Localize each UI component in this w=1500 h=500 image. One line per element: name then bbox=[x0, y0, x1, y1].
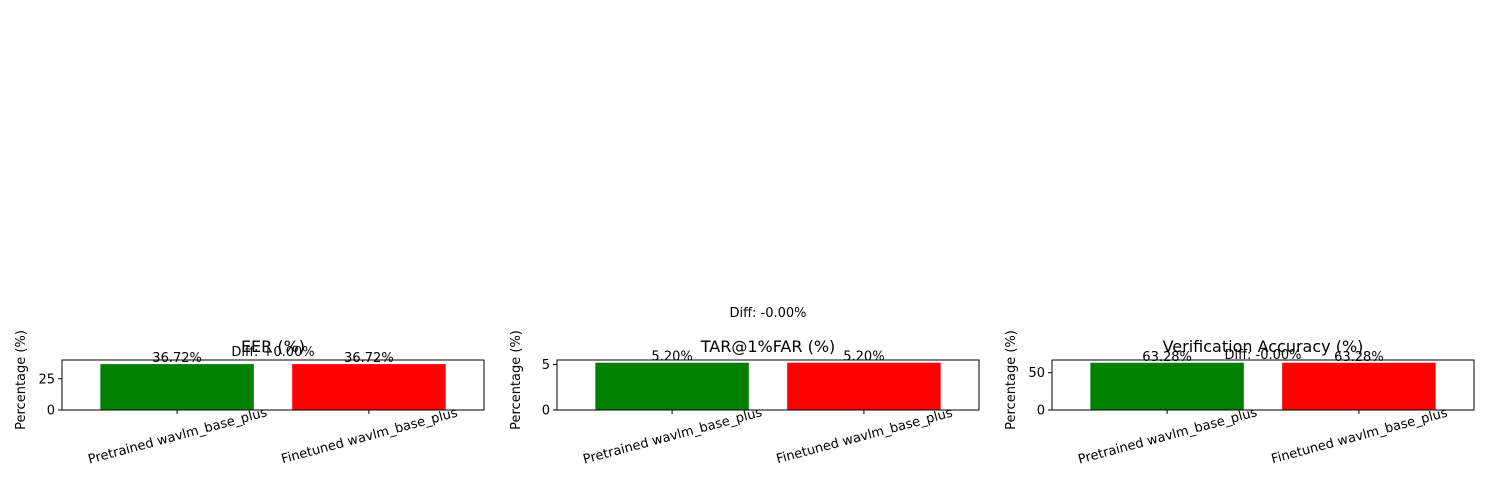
y-axis-label: Percentage (%) bbox=[14, 330, 29, 430]
bar-finetuned bbox=[787, 362, 941, 410]
x-tick-label: Finetuned wavlm_base_plus bbox=[1270, 406, 1450, 468]
x-tick-label: Finetuned wavlm_base_plus bbox=[280, 406, 460, 468]
bar-pretrained bbox=[100, 364, 254, 410]
y-axis-label: Percentage (%) bbox=[509, 330, 524, 430]
value-label: 36.72% bbox=[344, 351, 394, 366]
diff-annotation: Diff: -0.00% bbox=[729, 306, 806, 321]
x-tick-label: Finetuned wavlm_base_plus bbox=[775, 406, 955, 468]
bar-finetuned bbox=[1282, 362, 1436, 410]
chart-panel-3: 0 50 Pretrained wavlm_base_plus Finetuned w… bbox=[1004, 330, 1475, 468]
chart-title: Verification Accuracy (%) bbox=[1163, 337, 1364, 356]
x-tick-label: Pretrained wavlm_base_plus bbox=[87, 405, 270, 467]
plot-frame bbox=[556, 359, 980, 411]
x-tick-label: Pretrained wavlm_base_plus bbox=[1077, 405, 1260, 467]
y-tick-label: 0 bbox=[1037, 404, 1045, 419]
y-axis-label: Percentage (%) bbox=[1004, 330, 1019, 430]
y-tick-label: 0 bbox=[542, 404, 550, 419]
plot-frame bbox=[1051, 359, 1475, 411]
chart-title: TAR@1%FAR (%) bbox=[700, 337, 836, 356]
y-tick-label: 50 bbox=[1028, 366, 1045, 381]
x-tick-label: Pretrained wavlm_base_plus bbox=[582, 405, 765, 467]
value-label: 63.28% bbox=[1142, 350, 1192, 365]
diff-annotation: Diff: +0.00% bbox=[231, 345, 314, 360]
y-tick-label: 0 bbox=[47, 404, 55, 419]
chart-panel-1: 0 25 Pretrained wavlm_base_plus Finetuned w… bbox=[14, 330, 485, 468]
bar-finetuned bbox=[292, 364, 446, 410]
plot-frame bbox=[61, 359, 485, 411]
value-label: 5.20% bbox=[843, 350, 884, 365]
chart-panel-2: 0 5 Pretrained wavlm_base_plus Finetuned wa… bbox=[509, 306, 980, 468]
bar-pretrained bbox=[1090, 362, 1244, 410]
y-tick-label: 25 bbox=[38, 372, 55, 387]
value-label: 36.72% bbox=[152, 351, 202, 366]
chart-title: EER (%) bbox=[241, 337, 305, 356]
value-label: 5.20% bbox=[651, 350, 692, 365]
value-label: 63.28% bbox=[1334, 350, 1384, 365]
bar-pretrained bbox=[595, 362, 749, 410]
diff-annotation: Diff: -0.00% bbox=[1224, 348, 1301, 363]
y-tick-label: 5 bbox=[542, 358, 550, 373]
